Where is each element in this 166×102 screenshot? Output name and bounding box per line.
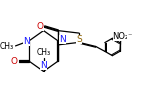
Text: O: O	[37, 22, 43, 31]
Text: N: N	[23, 37, 30, 46]
Text: ⁻: ⁻	[127, 32, 132, 41]
Text: N: N	[59, 35, 66, 44]
Text: N: N	[40, 61, 47, 70]
Text: O: O	[11, 57, 18, 66]
Text: CH₃: CH₃	[37, 48, 51, 57]
Text: S: S	[76, 35, 82, 44]
Text: NO₂: NO₂	[113, 32, 129, 41]
Text: CH₃: CH₃	[0, 42, 14, 51]
